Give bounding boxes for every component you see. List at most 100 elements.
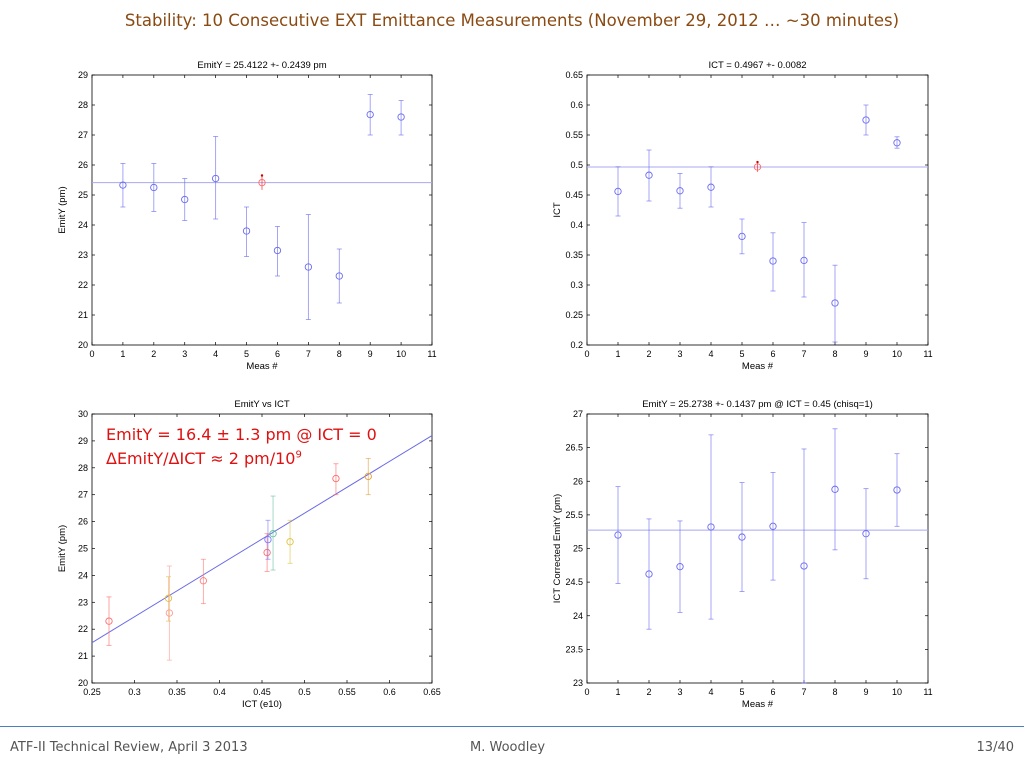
data-point xyxy=(332,474,340,483)
x-tick-label: 0 xyxy=(584,349,589,359)
y-tick-label: 0.35 xyxy=(565,250,583,260)
y-tick-label: 22 xyxy=(78,280,88,290)
y-tick-label: 0.4 xyxy=(570,220,583,230)
x-tick-label: 5 xyxy=(739,349,744,359)
y-tick-label: 27 xyxy=(78,490,88,500)
fit-line xyxy=(91,435,433,644)
y-tick-label: 29 xyxy=(78,436,88,446)
y-tick-label: 0.6 xyxy=(570,100,583,110)
fit-annotation: EmitY = 16.4 ± 1.3 pm @ ICT = 0 ΔEmitY/Δ… xyxy=(106,423,377,471)
y-tick-label: 24 xyxy=(78,220,88,230)
x-tick-label: 0.4 xyxy=(213,687,226,697)
mean-upper-dot xyxy=(756,160,759,164)
data-point xyxy=(831,299,839,307)
x-tick-label: 0 xyxy=(89,349,94,359)
data-point xyxy=(645,171,653,179)
x-tick-label: 3 xyxy=(677,687,682,697)
y-tick-label: 24 xyxy=(573,611,583,621)
data-point xyxy=(181,195,189,204)
data-point xyxy=(397,113,405,121)
y-tick-label: 0.5 xyxy=(570,160,583,170)
y-tick-label: 0.2 xyxy=(570,340,583,350)
x-tick-label: 2 xyxy=(646,349,651,359)
x-tick-label: 0.35 xyxy=(168,687,186,697)
data-point xyxy=(862,530,870,538)
footer-divider xyxy=(0,726,1024,727)
y-tick-label: 23 xyxy=(78,597,88,607)
data-point xyxy=(263,548,271,557)
x-tick-label: 11 xyxy=(923,349,932,359)
data-point xyxy=(676,563,684,571)
x-tick-label: 10 xyxy=(892,349,902,359)
data-point xyxy=(831,485,839,493)
x-tick-label: 0 xyxy=(584,687,589,697)
y-tick-label: 27 xyxy=(573,409,583,419)
annotation-line1: EmitY = 16.4 ± 1.3 pm @ ICT = 0 xyxy=(106,425,377,444)
data-point xyxy=(707,523,715,531)
y-tick-label: 30 xyxy=(78,409,88,419)
y-tick-label: 27 xyxy=(78,130,88,140)
x-tick-label: 1 xyxy=(120,349,125,359)
data-point xyxy=(366,110,374,119)
x-tick-label: 7 xyxy=(801,687,806,697)
y-tick-label: 21 xyxy=(78,651,88,661)
x-tick-label: 9 xyxy=(863,349,868,359)
y-tick-label: 0.45 xyxy=(565,190,583,200)
y-tick-label: 29 xyxy=(78,70,88,80)
y-tick-label: 28 xyxy=(78,100,88,110)
chart-title: EmitY = 25.4122 +- 0.2439 pm xyxy=(197,60,326,71)
x-tick-label: 10 xyxy=(396,349,406,359)
slide-title: Stability: 10 Consecutive EXT Emittance … xyxy=(124,11,900,30)
annotation-line2: ΔEmitY/ΔICT ≈ 2 pm/109 xyxy=(106,447,377,471)
x-tick-label: 8 xyxy=(832,349,837,359)
x-tick-label: 9 xyxy=(863,687,868,697)
data-point xyxy=(286,538,294,546)
x-tick-label: 10 xyxy=(892,687,902,697)
axes-box xyxy=(91,74,433,346)
x-axis-label: Meas # xyxy=(742,361,774,372)
data-point xyxy=(269,530,277,538)
data-point xyxy=(676,187,684,195)
data-point xyxy=(800,562,808,570)
x-tick-label: 3 xyxy=(182,349,187,359)
data-point xyxy=(199,577,208,585)
y-tick-label: 24.5 xyxy=(565,577,583,587)
y-tick-label: 0.3 xyxy=(570,280,583,290)
y-tick-label: 25 xyxy=(78,190,88,200)
annotation-line2-text: ΔEmitY/ΔICT ≈ 2 pm/10 xyxy=(106,449,296,468)
x-tick-label: 0.65 xyxy=(423,687,441,697)
x-tick-label: 6 xyxy=(770,349,775,359)
data-point xyxy=(364,472,372,481)
x-tick-label: 4 xyxy=(708,349,713,359)
y-tick-label: 0.55 xyxy=(565,130,583,140)
x-tick-label: 1 xyxy=(615,349,620,359)
y-axis-label: ICT Corrected EmitY (pm) xyxy=(552,494,563,603)
mean-point xyxy=(753,163,762,171)
y-tick-label: 26 xyxy=(78,160,88,170)
data-point xyxy=(119,181,127,189)
data-point xyxy=(105,617,113,625)
x-tick-label: 11 xyxy=(427,349,436,359)
data-point xyxy=(304,263,313,271)
y-tick-label: 21 xyxy=(78,310,88,320)
footer-event: ATF-II Technical Review, April 3 2013 xyxy=(10,740,248,755)
x-tick-label: 4 xyxy=(708,687,713,697)
x-tick-label: 4 xyxy=(213,349,218,359)
x-tick-label: 5 xyxy=(739,687,744,697)
y-tick-label: 23.5 xyxy=(565,644,583,654)
y-tick-label: 26 xyxy=(78,517,88,527)
x-tick-label: 5 xyxy=(244,349,249,359)
x-tick-label: 0.45 xyxy=(253,687,271,697)
mean-upper-dot xyxy=(260,174,264,177)
data-point xyxy=(862,116,870,124)
data-point xyxy=(264,535,272,544)
x-tick-label: 6 xyxy=(275,349,280,359)
y-tick-label: 22 xyxy=(78,624,88,634)
x-tick-label: 0.55 xyxy=(338,687,356,697)
chart-title: EmitY vs ICT xyxy=(234,399,289,410)
y-tick-label: 26 xyxy=(573,476,583,486)
